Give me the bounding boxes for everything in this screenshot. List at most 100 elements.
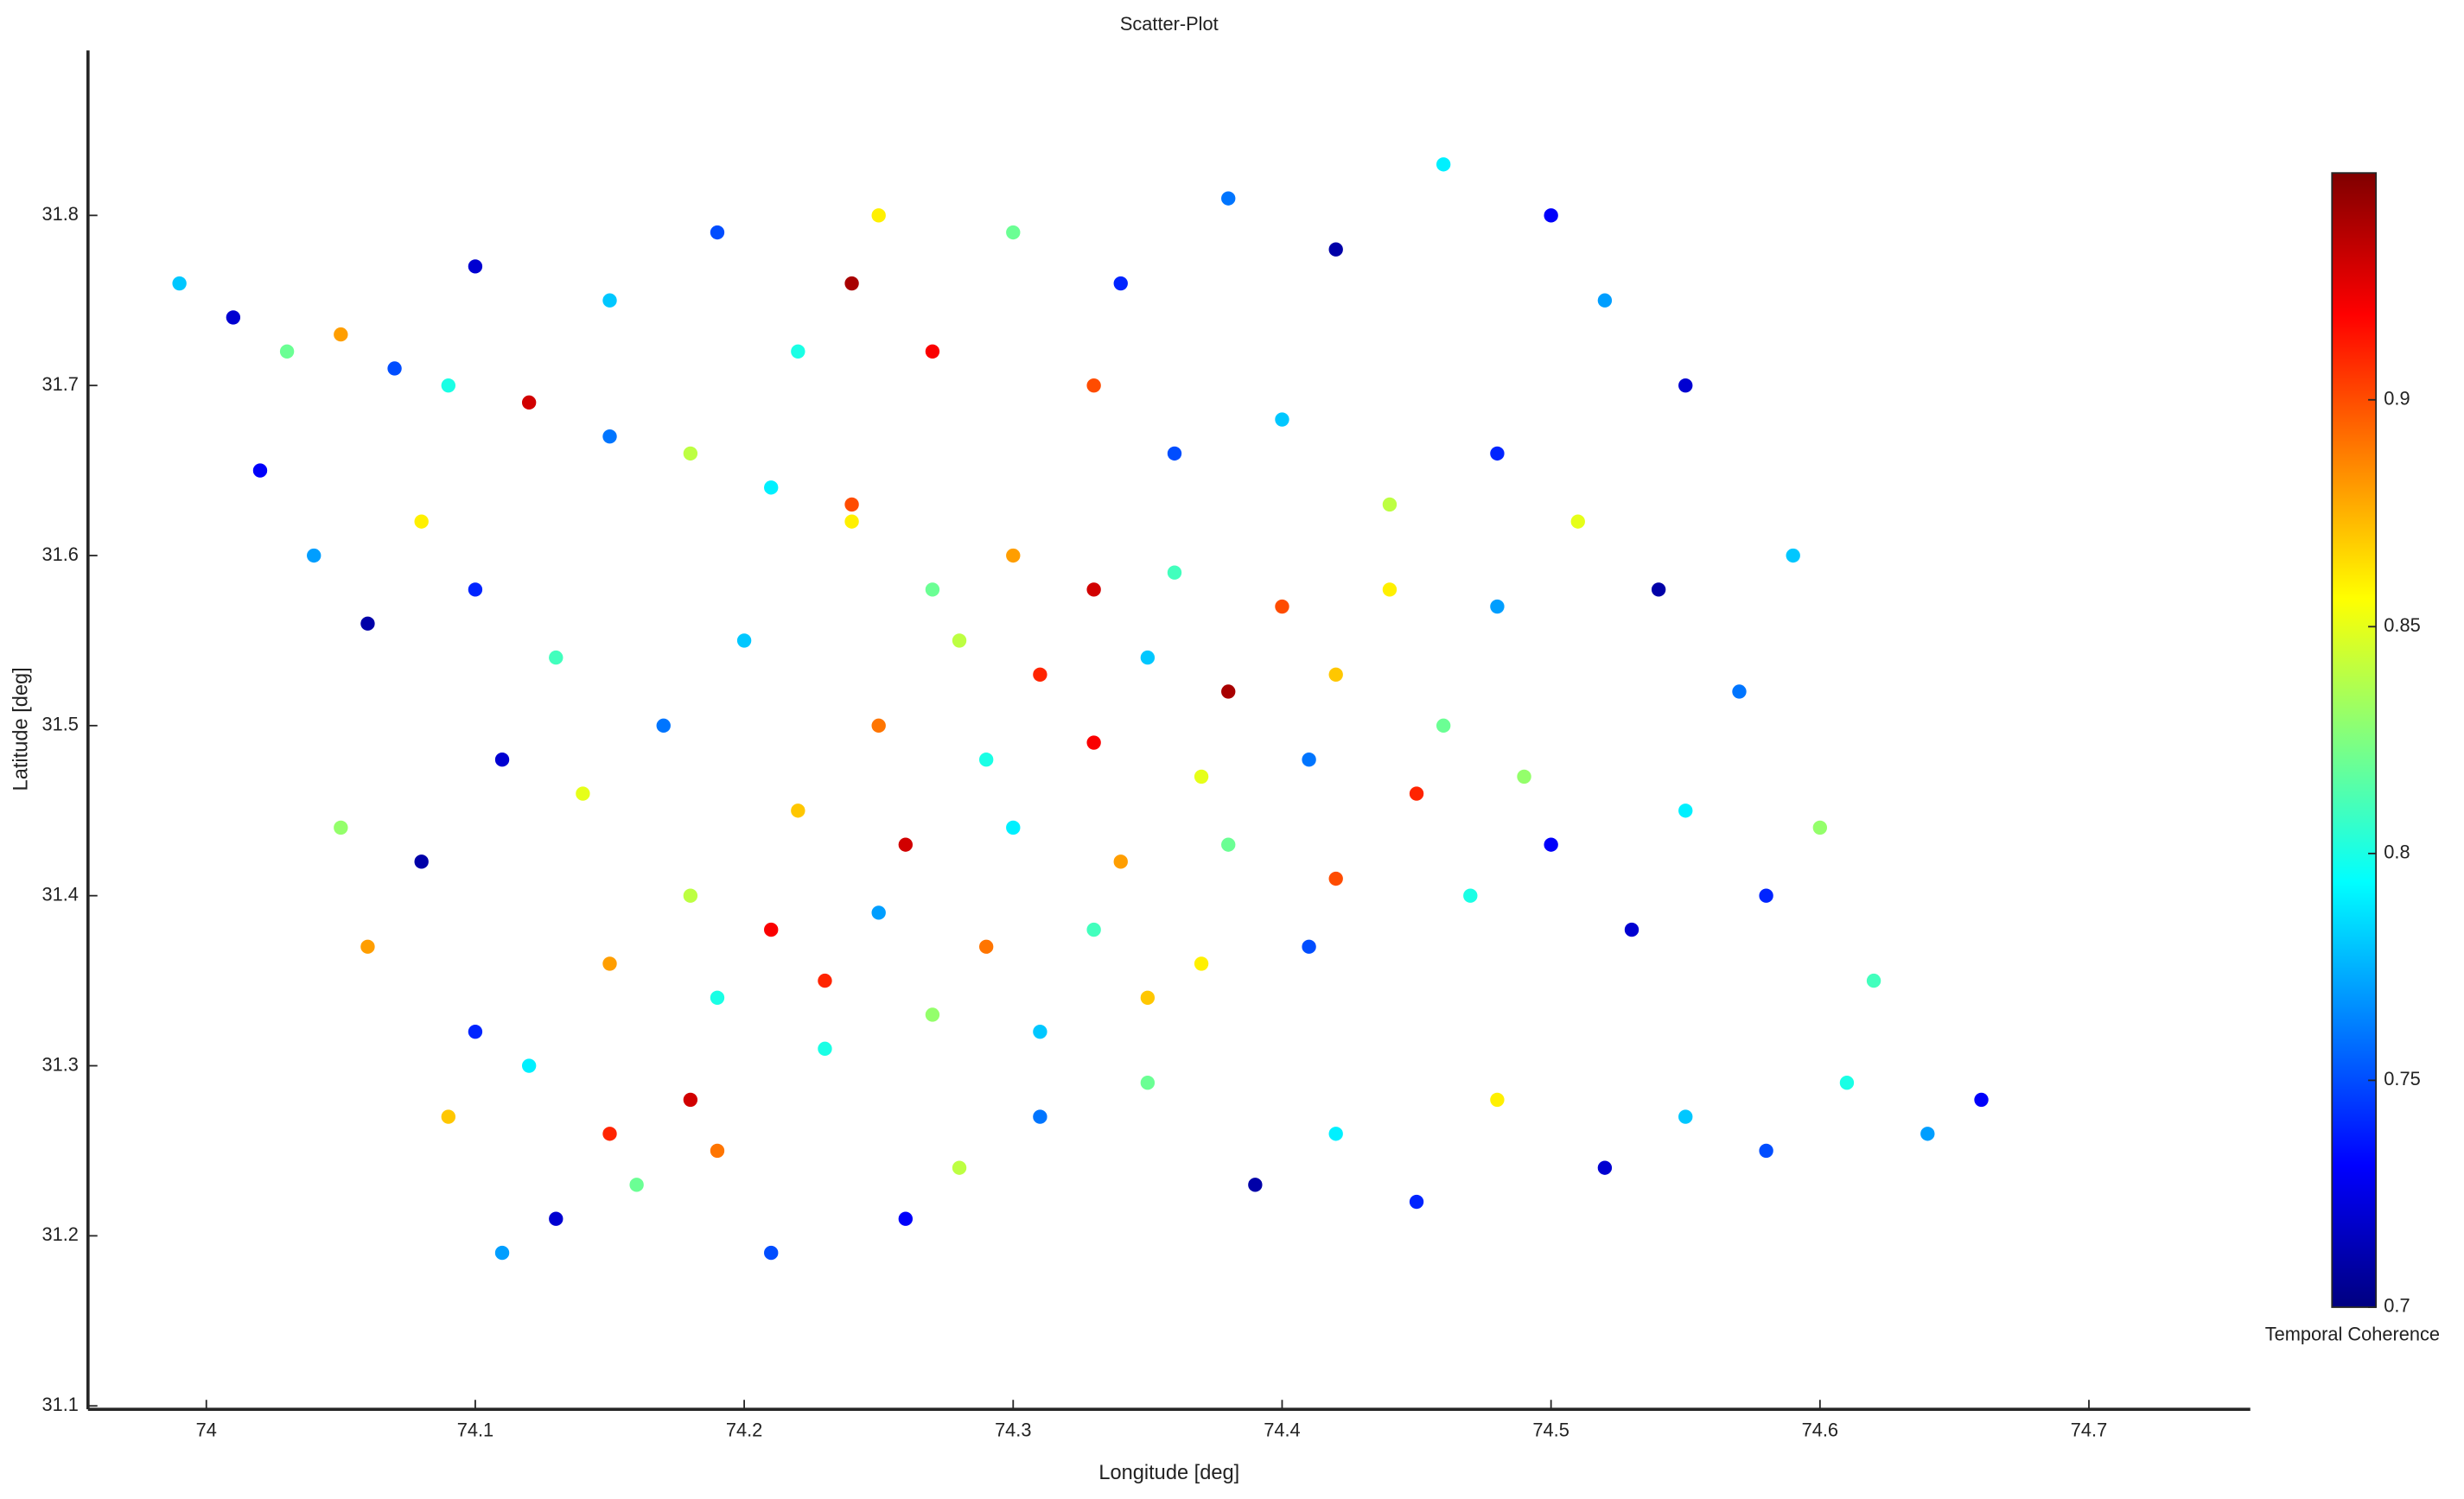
point [844,514,859,529]
point [1436,718,1451,734]
point [1517,769,1531,784]
point [494,753,510,767]
point [1812,820,1828,835]
point [683,1092,698,1108]
point [1275,599,1289,614]
point [521,1058,537,1073]
point [1786,548,1800,563]
y-axis-label: Latitude [deg] [10,667,33,791]
point [441,1109,455,1124]
point [871,208,886,223]
point [925,1007,940,1022]
colorbar-tick-label: 0.85 [2384,614,2420,636]
point [629,1178,644,1192]
point [1463,888,1478,903]
colorbar [2331,172,2378,1308]
point [1221,837,1236,852]
point [602,293,617,308]
point [1167,446,1182,461]
point [736,633,752,648]
point [1732,684,1747,699]
point [1086,378,1101,393]
point [360,616,375,631]
point [468,1024,483,1039]
point [1006,548,1021,563]
point [1974,1092,1989,1108]
point [764,1245,779,1261]
point [1678,803,1693,818]
point [898,837,913,852]
point [925,344,940,359]
point [1221,191,1236,206]
point [1113,854,1128,869]
y-tick-label: 31.6 [41,543,78,565]
point [683,888,698,903]
y-tick-label: 31.4 [41,883,78,905]
point [576,786,590,801]
y-tick-label: 31.7 [41,373,78,395]
point [252,463,268,478]
point [1194,769,1209,784]
y-tick-label: 31.2 [41,1223,78,1245]
point [656,718,671,734]
y-tick-label: 31.5 [41,714,78,735]
point [710,1143,725,1159]
point [1490,1092,1505,1108]
point [764,922,779,937]
point [952,1160,967,1175]
point [1086,735,1101,750]
x-axis-label: Longitude [deg] [1098,1462,1239,1484]
point [1382,582,1398,597]
point [1033,1109,1047,1124]
point [1544,837,1558,852]
point [978,939,994,954]
chart-title: Scatter-Plot [1120,13,1219,35]
point [1140,990,1156,1005]
point [978,753,994,767]
point [1328,242,1343,257]
point [494,1245,510,1261]
point [1302,939,1316,954]
x-tick-label: 74.4 [1264,1419,1300,1440]
point [925,582,940,597]
point [468,582,483,597]
point [468,259,483,274]
point [360,939,375,954]
point [414,854,429,869]
point [1544,208,1558,223]
point [1597,1160,1613,1175]
colorbar-tick-label: 0.8 [2384,842,2410,863]
point [1409,1194,1424,1210]
point [1328,667,1343,682]
colorbar-label: Temporal Coherence [2265,1323,2440,1344]
point [172,276,187,291]
point [521,395,537,410]
y-tick-label: 31.3 [41,1053,78,1075]
x-tick-label: 74.6 [1802,1419,1838,1440]
y-tick-label: 31.1 [41,1394,78,1415]
point [1920,1127,1935,1141]
point [1086,582,1101,597]
point [710,990,725,1005]
x-tick-label: 74.2 [726,1419,762,1440]
x-tick-label: 74.7 [2071,1419,2107,1440]
point [1678,378,1693,393]
point [818,973,832,988]
point [710,225,725,240]
point [279,344,295,359]
point [549,1211,563,1226]
x-tick-label: 74.5 [1532,1419,1569,1440]
point [602,956,617,971]
point [818,1041,832,1057]
point [1113,276,1128,291]
point [1221,684,1236,699]
point [334,327,348,342]
point [1140,1076,1156,1090]
point [871,905,886,920]
x-tick-label: 74.1 [457,1419,493,1440]
point [549,650,563,665]
point [1302,753,1316,767]
point [1866,973,1881,988]
point [1651,582,1666,597]
point [1759,888,1773,903]
